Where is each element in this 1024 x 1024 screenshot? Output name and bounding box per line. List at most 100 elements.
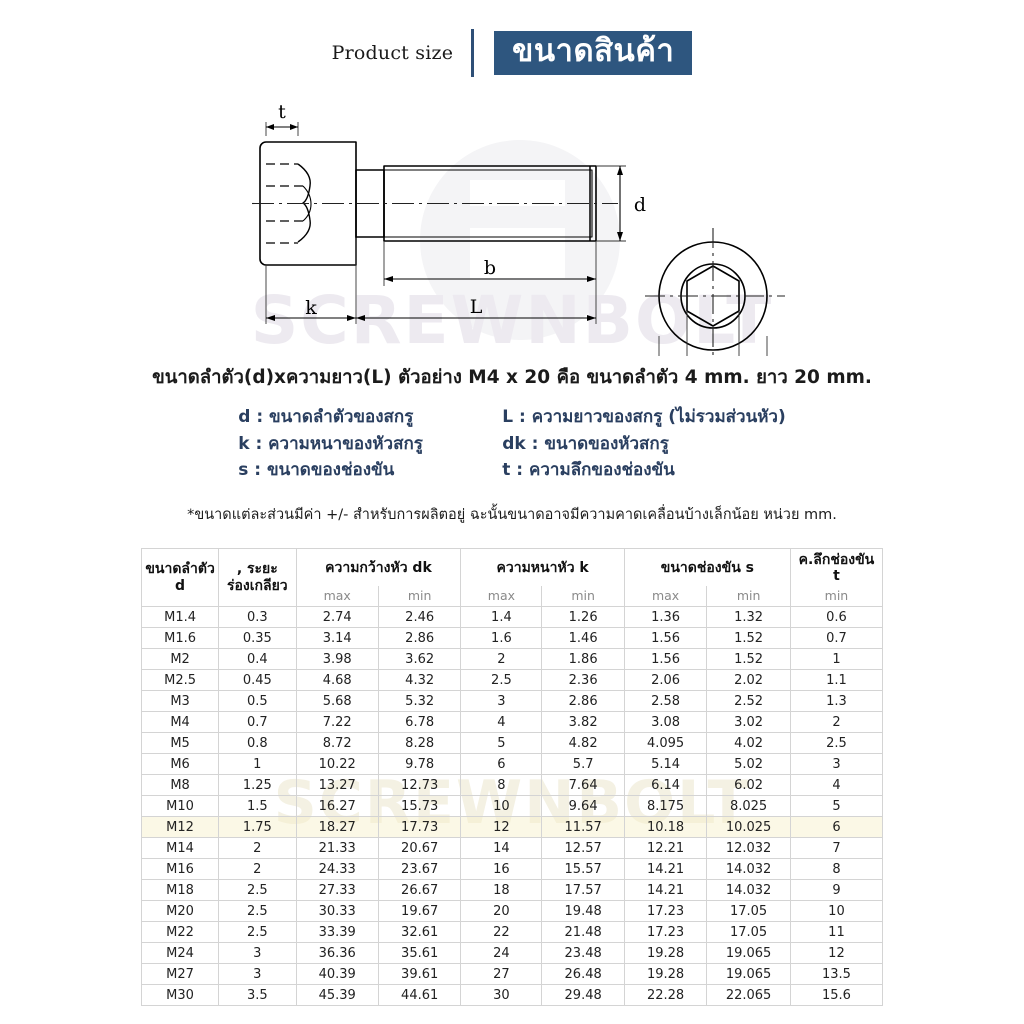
cell-d: M3 [140, 690, 220, 713]
cell-t-min: 15.6 [789, 984, 884, 1007]
cell-dk-min: 12.73 [377, 774, 462, 797]
table-row: M1.6 0.35 3.14 2.86 1.6 1.46 1.56 1.52 0.7 [140, 627, 884, 650]
table-row: M30 3.5 45.39 44.61 30 29.48 22.28 22.065 15.6 [140, 984, 884, 1007]
cell-t-min: 5 [789, 795, 884, 818]
table-row: M2.5 0.45 4.68 4.32 2.5 2.36 2.06 2.02 1.1 [140, 669, 884, 692]
cell-pitch: 2 [218, 858, 297, 881]
col-subheader-k-min: min [541, 586, 625, 608]
cell-d: M2 [140, 648, 220, 671]
cell-dk-max: 16.27 [295, 795, 379, 818]
cell-s-min: 14.032 [706, 879, 791, 902]
cell-k-min: 3.82 [541, 711, 625, 734]
cell-dk-min: 3.62 [377, 648, 462, 671]
cell-dk-min: 44.61 [377, 984, 462, 1007]
table-row: M4 0.7 7.22 6.78 4 3.82 3.08 3.02 2 [140, 711, 884, 734]
cell-t-min: 11 [789, 921, 884, 944]
cell-t-min: 1 [789, 648, 884, 671]
cell-k-min: 17.57 [541, 879, 625, 902]
table-header-group-row: ขนาดลำตัว d , ระยะ ร่องเกลียว ความกว้างห… [140, 547, 884, 607]
cell-s-max: 1.56 [623, 648, 708, 671]
cell-k-max: 6 [460, 753, 543, 776]
table-header-sub-row: max min max min max min min [142, 586, 884, 608]
spec-table-wrapper: ขนาดลำตัว d , ระยะ ร่องเกลียว ความกว้างห… [140, 547, 884, 1007]
table-row: M2 0.4 3.98 3.62 2 1.86 1.56 1.52 1 [140, 648, 884, 671]
label-b: b [484, 257, 496, 279]
cell-pitch: 3 [218, 942, 297, 965]
col-header-t: ค.ลึกช่องขัน t [789, 548, 884, 587]
cell-dk-max: 10.22 [295, 753, 379, 776]
cell-k-min: 4.82 [541, 732, 625, 755]
cell-d: M30 [140, 984, 220, 1007]
col-header-d-line2: d [175, 577, 186, 594]
cell-s-min: 4.02 [706, 732, 791, 755]
cell-d: M10 [140, 795, 220, 818]
cell-pitch: 2.5 [218, 900, 297, 923]
cell-t-min: 10 [789, 900, 884, 923]
cell-k-max: 18 [460, 879, 543, 902]
legend-row: k : ความหนาของหัวสกรู dk : ขนาดของหัวสกร… [238, 431, 786, 458]
cell-k-min: 1.26 [541, 606, 625, 629]
cell-t-min: 4 [789, 774, 884, 797]
cell-t-min: 9 [789, 879, 884, 902]
cell-s-max: 4.095 [623, 732, 708, 755]
cell-dk-max: 7.22 [295, 711, 379, 734]
cell-pitch: 2.5 [218, 879, 297, 902]
cell-dk-min: 2.86 [377, 627, 462, 650]
table-row: M24 3 36.36 35.61 24 23.48 19.28 19.065 12 [140, 942, 884, 965]
cell-d: M14 [140, 837, 220, 860]
cell-s-min: 2.52 [706, 690, 791, 713]
cell-dk-max: 36.36 [295, 942, 379, 965]
cell-dk-max: 30.33 [295, 900, 379, 923]
table-row: M10 1.5 16.27 15.73 10 9.64 8.175 8.025 5 [140, 795, 884, 818]
spec-table-body: M1.4 0.3 2.74 2.46 1.4 1.26 1.36 1.32 0.6 M1.6 0.3… [140, 606, 884, 1007]
cell-pitch: 1.25 [218, 774, 297, 797]
cell-k-max: 14 [460, 837, 543, 860]
cell-s-max: 22.28 [623, 984, 708, 1007]
cell-dk-min: 6.78 [377, 711, 462, 734]
cell-dk-min: 17.73 [377, 816, 462, 839]
cell-pitch: 0.35 [218, 627, 297, 650]
legend-block: d : ขนาดลำตัวของสกรู L : ความยาวของสกรู … [0, 404, 1024, 484]
cell-s-min: 14.032 [706, 858, 791, 881]
cell-pitch: 0.7 [218, 711, 297, 734]
cell-pitch: 0.4 [218, 648, 297, 671]
cell-k-min: 23.48 [541, 942, 625, 965]
cell-k-max: 8 [460, 774, 543, 797]
cell-t-min: 0.7 [789, 627, 884, 650]
cell-t-min: 2 [789, 711, 884, 734]
cell-k-max: 10 [460, 795, 543, 818]
cell-dk-max: 3.98 [295, 648, 379, 671]
table-row: M16 2 24.33 23.67 16 15.57 14.21 14.032 8 [140, 858, 884, 881]
cell-d: M4 [140, 711, 220, 734]
cell-s-max: 8.175 [623, 795, 708, 818]
legend-s: s : ขนาดของช่องขัน [238, 460, 395, 481]
product-size-label-en: Product size [331, 42, 454, 64]
main-caption: ขนาดลำตัว(d)xความยาว(L) ตัวอย่าง M4 x 20… [152, 367, 872, 388]
cell-dk-max: 5.68 [295, 690, 379, 713]
table-row: M5 0.8 8.72 8.28 5 4.82 4.095 4.02 2.5 [140, 732, 884, 755]
cell-k-min: 5.7 [541, 753, 625, 776]
col-subheader-dk-min: min [377, 586, 462, 608]
label-k: k [305, 297, 317, 319]
label-L: L [470, 296, 483, 318]
cell-t-min: 13.5 [789, 963, 884, 986]
cell-dk-min: 32.61 [377, 921, 462, 944]
cell-pitch: 1.75 [218, 816, 297, 839]
cell-s-min: 1.32 [706, 606, 791, 629]
cell-dk-max: 45.39 [295, 984, 379, 1007]
cell-t-min: 7 [789, 837, 884, 860]
cell-s-max: 17.23 [623, 900, 708, 923]
bolt-dimension-diagram: t k b L d s dk [0, 96, 1024, 408]
table-row: M3 0.5 5.68 5.32 3 2.86 2.58 2.52 1.3 [140, 690, 884, 713]
cell-k-min: 29.48 [541, 984, 625, 1007]
table-row: M20 2.5 30.33 19.67 20 19.48 17.23 17.05 10 [140, 900, 884, 923]
cell-k-min: 15.57 [541, 858, 625, 881]
cell-d: M6 [140, 753, 220, 776]
cell-t-min: 1.1 [789, 669, 884, 692]
cell-s-min: 22.065 [706, 984, 791, 1007]
cell-pitch: 0.45 [218, 669, 297, 692]
cell-k-max: 27 [460, 963, 543, 986]
table-row: M12 1.75 18.27 17.73 12 11.57 10.18 10.025 6 [140, 816, 884, 839]
table-row: M18 2.5 27.33 26.67 18 17.57 14.21 14.032 9 [140, 879, 884, 902]
cell-s-min: 8.025 [706, 795, 791, 818]
